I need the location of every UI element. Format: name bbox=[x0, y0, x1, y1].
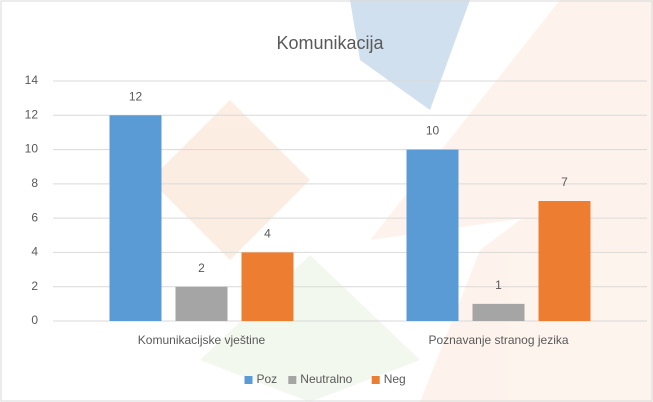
y-tick-label: 8 bbox=[31, 176, 38, 190]
data-label: 1 bbox=[495, 278, 502, 292]
legend-label: Neutralno bbox=[300, 372, 352, 386]
y-tick-label: 2 bbox=[31, 279, 38, 293]
legend-swatch bbox=[371, 376, 380, 384]
legend-swatch bbox=[244, 376, 253, 384]
bar bbox=[109, 115, 162, 322]
x-tick-label: Poznavanje stranog jezika bbox=[428, 333, 568, 347]
data-label: 4 bbox=[264, 227, 271, 241]
x-tick-label: Komunikacijske vještine bbox=[138, 333, 266, 347]
y-tick-label: 6 bbox=[31, 210, 38, 224]
y-tick-label: 4 bbox=[31, 245, 38, 259]
legend-label: Poz bbox=[257, 372, 278, 386]
chart-title: Komunikacija bbox=[276, 33, 384, 53]
data-label: 7 bbox=[561, 175, 568, 189]
legend-swatch bbox=[288, 376, 297, 384]
data-label: 10 bbox=[426, 124, 440, 138]
y-tick-label: 0 bbox=[31, 313, 38, 327]
watermark bbox=[150, 0, 653, 402]
y-tick-label: 14 bbox=[25, 73, 39, 87]
bar bbox=[175, 286, 228, 321]
bar bbox=[406, 149, 459, 321]
legend-label: Neg bbox=[384, 372, 406, 386]
y-tick-label: 10 bbox=[25, 142, 39, 156]
bar bbox=[472, 303, 525, 321]
y-tick-label: 12 bbox=[25, 107, 39, 121]
bar bbox=[538, 201, 591, 321]
data-label: 2 bbox=[198, 261, 205, 275]
bar bbox=[241, 252, 294, 321]
data-label: 12 bbox=[129, 89, 143, 103]
